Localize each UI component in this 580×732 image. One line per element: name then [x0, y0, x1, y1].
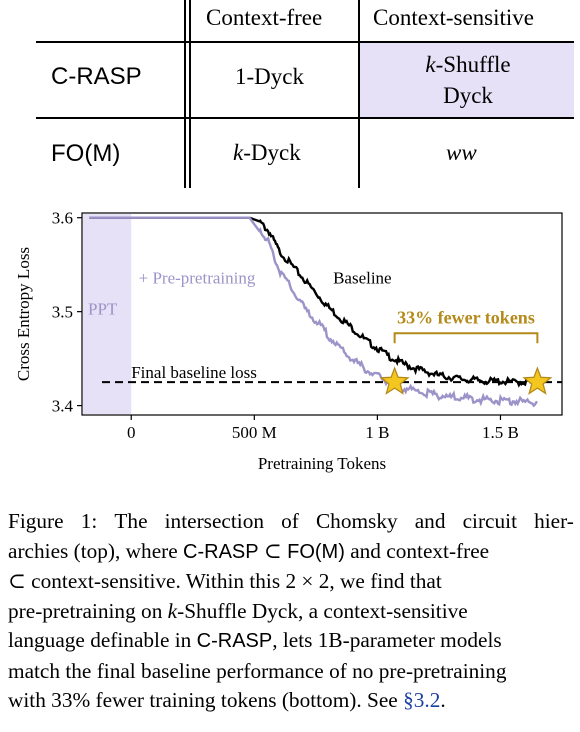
y-tick-label: 3.4 — [52, 397, 74, 416]
fewer-tokens-annotation: 33% fewer tokens — [397, 307, 535, 327]
figure-caption: Figure 1: The intersection of Chomsky and circu… — [8, 507, 574, 716]
caption-line-5: language definable in C-RASP, lets 1B-pa… — [8, 628, 502, 652]
x-axis-label: Pretraining Tokens — [258, 454, 386, 473]
caption-line-4: pre-pretraining on k-Shuffle Dyck, a con… — [8, 598, 468, 623]
highlight-cell — [359, 42, 574, 117]
cell-k-shuffle-rest: -Shuffle — [435, 52, 511, 77]
star-marker-1 — [379, 366, 410, 395]
caption-line-2: archies (top), where C-RASP ⊂ FO(M) and … — [8, 538, 490, 563]
cell-ww: ww — [446, 140, 477, 165]
row-label-c-rasp: C-RASP — [51, 63, 142, 90]
double-vline-left-a — [184, 0, 186, 188]
x-tick-label: 500 M — [232, 423, 277, 442]
cell-k-dyck: k-Dyck — [233, 140, 301, 165]
y-tick-label: 3.5 — [52, 303, 73, 322]
x-tick-label: 1 B — [365, 423, 389, 442]
cell-k-shuffle-dyck: k-Shuffle Dyck — [425, 52, 511, 108]
series-line-baseline — [89, 216, 539, 388]
ppt-label: PPT — [88, 299, 118, 318]
caption-line-3: ⊂ context-sensitive. Within this 2 × 2, … — [8, 569, 442, 593]
row-label-fo-m: FO(M) — [51, 140, 121, 167]
star-marker-2 — [522, 366, 553, 395]
caption-line-7: with 33% fewer training tokens (bottom).… — [8, 688, 446, 712]
double-vline-left-b — [189, 0, 191, 188]
x-tick-label: 1.5 B — [482, 423, 519, 442]
caption-line-1: Figure 1: The intersection of Chomsky and circu… — [8, 509, 574, 533]
loss-chart: PPT Final baseline loss Baseline + Pre-p… — [14, 209, 563, 473]
col-header-context-sensitive: Context-sensitive — [373, 5, 534, 30]
table-vline-middle — [358, 0, 360, 188]
table-rule-header — [36, 41, 574, 43]
table-rule-middle — [36, 117, 574, 119]
fewer-tokens-bracket — [393, 332, 539, 344]
x-tick-label: 0 — [127, 423, 136, 442]
y-axis-label: Cross Entropy Loss — [14, 247, 33, 381]
ppt-region — [83, 214, 132, 414]
plot-frame — [81, 212, 563, 416]
caption-line-6: match the final baseline performance of … — [8, 658, 507, 683]
pre-pretraining-series-label: + Pre-pretraining — [139, 268, 256, 287]
cell-1-dyck: 1-Dyck — [235, 64, 304, 89]
final-baseline-loss-label: Final baseline loss — [131, 363, 257, 382]
complexity-table: Context-free Context-sensitive C-RASP 1-… — [0, 0, 580, 200]
cell-dyck: Dyck — [443, 83, 493, 108]
col-header-context-free: Context-free — [206, 5, 323, 30]
y-tick-label: 3.6 — [52, 209, 73, 228]
section-3-2-link[interactable]: §3.2 — [403, 688, 441, 712]
baseline-series-label: Baseline — [333, 268, 392, 287]
